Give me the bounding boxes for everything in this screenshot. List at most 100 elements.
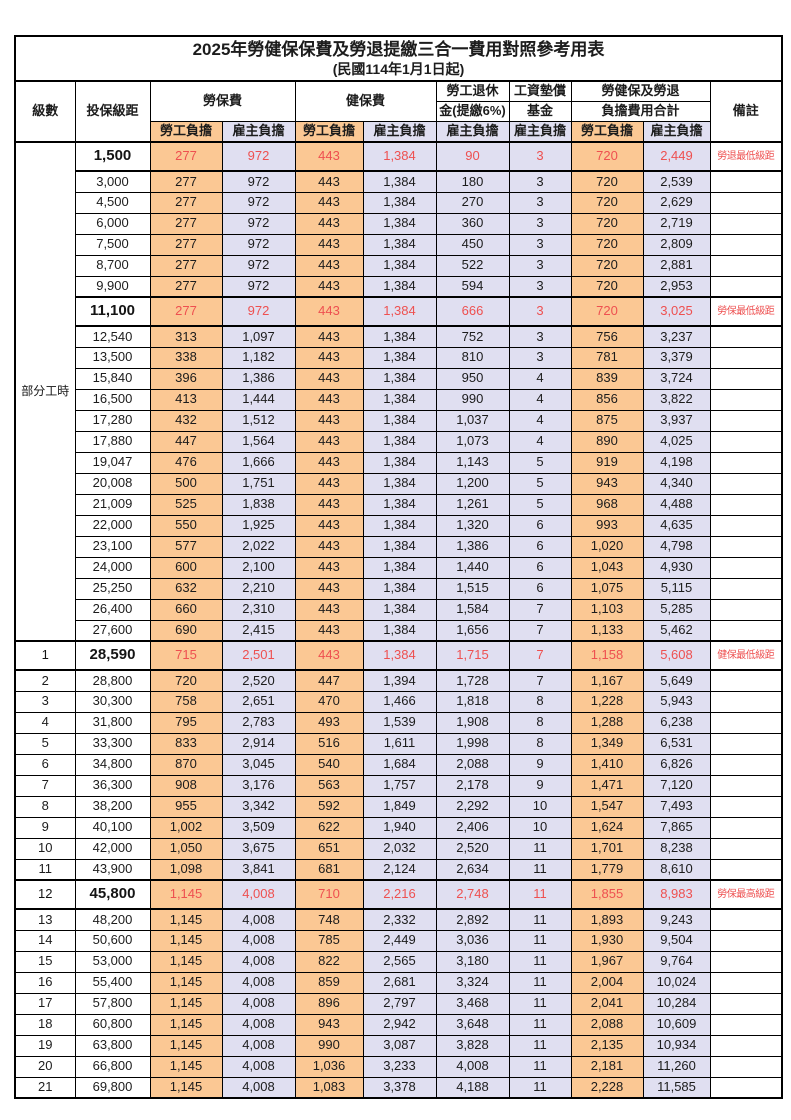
pension-employer-cell: 1,998 — [435, 732, 510, 755]
pension-employer-cell: 810 — [435, 346, 510, 369]
table-row: 17 57,800 1,145 4,008 896 2,797 3,468 11 2,041 10… — [14, 992, 783, 1015]
health-insurance-employer-cell: 1,849 — [362, 795, 437, 818]
health-insurance-employer-cell: 2,565 — [362, 950, 437, 973]
bracket-cell: 9,900 — [74, 275, 151, 298]
bracket-cell: 30,300 — [74, 690, 151, 713]
total-employee-cell: 1,967 — [570, 950, 644, 973]
bracket-cell: 12,540 — [74, 325, 151, 348]
labor-insurance-employer-cell: 2,415 — [221, 619, 296, 642]
subheader-li-employee: 勞工負擔 — [149, 121, 223, 143]
labor-insurance-employer-cell: 972 — [221, 191, 296, 214]
health-insurance-employee-cell: 443 — [294, 191, 364, 214]
labor-insurance-employer-cell: 4,008 — [221, 929, 296, 952]
remark-cell — [709, 493, 783, 516]
bracket-cell: 28,590 — [74, 640, 151, 672]
pension-employer-cell: 2,748 — [435, 879, 510, 911]
pension-employer-cell: 1,037 — [435, 409, 510, 432]
pension-employer-cell: 360 — [435, 212, 510, 235]
table-row: 部分工時 1,500 277 972 443 1,384 90 3 720 2,449 勞退最低級距 — [14, 141, 783, 643]
col-header-level: 級數 — [14, 80, 76, 143]
wage-fund-employer-cell: 7 — [508, 619, 572, 642]
level-cell: 21 — [14, 1076, 76, 1099]
remark-cell — [709, 233, 783, 256]
bracket-cell: 8,700 — [74, 254, 151, 277]
total-employee-cell: 1,410 — [570, 753, 644, 776]
wage-fund-employer-cell: 3 — [508, 254, 572, 277]
wage-fund-employer-cell: 7 — [508, 640, 572, 672]
bracket-cell: 25,250 — [74, 577, 151, 600]
total-employee-cell: 1,020 — [570, 535, 644, 558]
level-cell: 18 — [14, 1013, 76, 1036]
health-insurance-employee-cell: 859 — [294, 971, 364, 994]
labor-insurance-employer-cell: 1,097 — [221, 325, 296, 348]
health-insurance-employee-cell: 470 — [294, 690, 364, 713]
labor-insurance-employee-cell: 1,145 — [149, 1055, 223, 1078]
labor-insurance-employee-cell: 338 — [149, 346, 223, 369]
table-row: 21,009 525 1,838 443 1,384 1,261 5 968 4,488 — [15, 493, 783, 516]
remark-cell — [709, 774, 783, 797]
total-employee-cell: 1,349 — [570, 732, 644, 755]
labor-insurance-employee-cell: 795 — [149, 711, 223, 734]
total-employer-cell: 8,983 — [642, 879, 711, 911]
remark-cell — [709, 858, 783, 881]
health-insurance-employee-cell: 443 — [294, 367, 364, 390]
health-insurance-employer-cell: 1,384 — [362, 640, 437, 672]
labor-insurance-employee-cell: 955 — [149, 795, 223, 818]
col-header-remark: 備註 — [709, 80, 783, 143]
wage-fund-employer-cell: 9 — [508, 753, 572, 776]
labor-insurance-employer-cell: 4,008 — [221, 1055, 296, 1078]
remark-cell — [709, 837, 783, 860]
remark-cell — [709, 535, 783, 558]
labor-insurance-employer-cell: 2,914 — [221, 732, 296, 755]
remark-cell: 健保最低級距 — [709, 640, 783, 672]
total-employee-cell: 943 — [570, 472, 644, 495]
remark-cell — [709, 711, 783, 734]
bracket-cell: 22,000 — [74, 514, 151, 537]
health-insurance-employer-cell: 2,332 — [362, 908, 437, 931]
labor-insurance-employer-cell: 4,008 — [221, 879, 296, 911]
labor-insurance-employee-cell: 277 — [149, 296, 223, 328]
level-cell: 12 — [14, 879, 76, 911]
bracket-cell: 34,800 — [74, 753, 151, 776]
health-insurance-employee-cell: 1,083 — [294, 1076, 364, 1099]
total-employee-cell: 839 — [570, 367, 644, 390]
total-employee-cell: 919 — [570, 451, 644, 474]
remark-cell — [709, 992, 783, 1015]
page-title: 2025年勞健保保費及勞退提繳三合一費用對照參考用表 — [192, 40, 605, 59]
health-insurance-employer-cell: 1,384 — [362, 514, 437, 537]
remark-cell: 勞保最低級距 — [709, 296, 783, 328]
bracket-cell: 16,500 — [74, 388, 151, 411]
labor-insurance-employer-cell: 3,509 — [221, 816, 296, 839]
pension-employer-cell: 1,908 — [435, 711, 510, 734]
labor-insurance-employee-cell: 1,145 — [149, 1034, 223, 1057]
table-row: 6,000 277 972 443 1,384 360 3 720 2,719 — [15, 212, 783, 235]
health-insurance-employer-cell: 1,539 — [362, 711, 437, 734]
labor-insurance-employer-cell: 4,008 — [221, 992, 296, 1015]
total-employee-cell: 1,893 — [570, 908, 644, 931]
page-subtitle: (民國114年1月1日起) — [332, 60, 465, 77]
wage-fund-employer-cell: 11 — [508, 929, 572, 952]
remark-cell — [709, 325, 783, 348]
total-employee-cell: 2,088 — [570, 1013, 644, 1036]
remark-cell — [709, 367, 783, 390]
total-employee-cell: 2,135 — [570, 1034, 644, 1057]
col-header-health-insurance: 健保費 — [294, 80, 437, 123]
remark-cell — [709, 556, 783, 579]
table-row: 2 28,800 720 2,520 447 1,394 1,728 7 1,167 5,649 — [14, 669, 783, 692]
bracket-cell: 13,500 — [74, 346, 151, 369]
health-insurance-employee-cell: 540 — [294, 753, 364, 776]
health-insurance-employee-cell: 622 — [294, 816, 364, 839]
total-employee-cell: 890 — [570, 430, 644, 453]
total-employer-cell: 5,115 — [642, 577, 711, 600]
table-title-cell: 2025年勞健保保費及勞退提繳三合一費用對照參考用表 (民國114年1月1日起) — [14, 35, 783, 83]
remark-cell — [709, 191, 783, 214]
health-insurance-employee-cell: 443 — [294, 296, 364, 328]
total-employer-cell: 5,649 — [642, 669, 711, 692]
remark-cell — [709, 170, 783, 193]
labor-insurance-employer-cell: 2,651 — [221, 690, 296, 713]
health-insurance-employee-cell: 443 — [294, 493, 364, 516]
pension-employer-cell: 3,324 — [435, 971, 510, 994]
wage-fund-employer-cell: 3 — [508, 296, 572, 328]
table-row: 25,250 632 2,210 443 1,384 1,515 6 1,075 5,115 — [15, 577, 783, 600]
labor-insurance-employee-cell: 396 — [149, 367, 223, 390]
